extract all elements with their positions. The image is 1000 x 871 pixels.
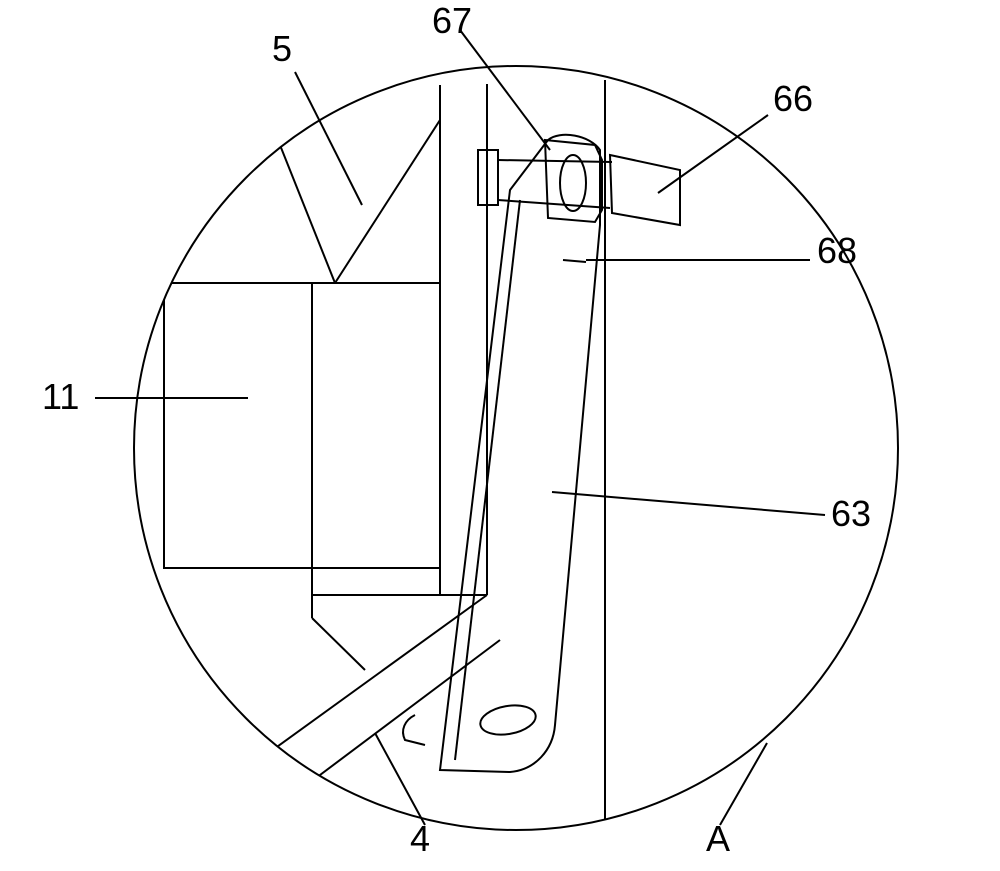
label-63: 63 — [831, 493, 871, 535]
pivot-hole-68 — [560, 155, 586, 211]
arm-lower-hole — [478, 701, 538, 738]
part-11-box — [164, 283, 312, 568]
label-A: A — [706, 818, 730, 860]
leader-63 — [552, 492, 825, 515]
lower-stub — [403, 715, 425, 745]
label-67: 67 — [432, 0, 472, 42]
technical-diagram-svg — [0, 0, 1000, 871]
bracket-top-connect — [498, 160, 612, 162]
label-5: 5 — [272, 28, 292, 70]
funnel-right-edge — [335, 120, 440, 283]
bracket-right-plate-66 — [610, 155, 680, 225]
pin-mark — [563, 260, 586, 262]
label-4: 4 — [410, 818, 430, 860]
bracket-bottom-connect — [498, 200, 610, 208]
leader-66 — [658, 115, 768, 193]
mechanical-parts — [164, 80, 680, 830]
leader-67 — [460, 30, 550, 150]
funnel-left-edge — [270, 120, 335, 283]
diagram-container — [0, 0, 1000, 871]
part-4-upper — [300, 640, 500, 790]
part-4-joint — [312, 618, 365, 670]
label-66: 66 — [773, 78, 813, 120]
leader-lines — [95, 30, 825, 825]
leader-5 — [295, 72, 362, 205]
pivot-67 — [545, 140, 602, 222]
label-68: 68 — [817, 230, 857, 272]
label-11: 11 — [42, 376, 79, 418]
